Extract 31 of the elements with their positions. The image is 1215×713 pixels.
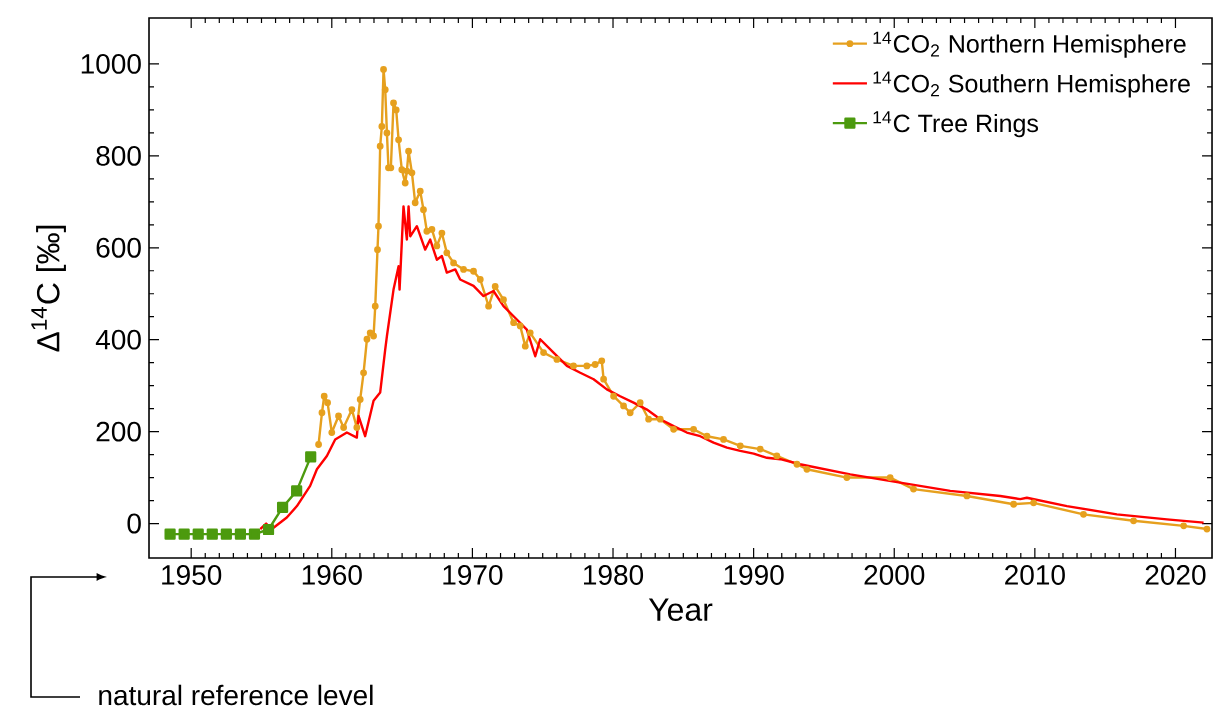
point — [262, 523, 275, 536]
y-tick-label: 800 — [96, 145, 141, 166]
legend-label: $^{14}$CO$_{2}$ Northern Hemisphere — [873, 31, 1186, 58]
y-tick-label: 400 — [95, 329, 141, 350]
x-tick-label: 1980 — [584, 565, 644, 585]
text: natural reference level — [99, 684, 373, 706]
legend-label: $^{14}$C Tree Rings — [873, 111, 1039, 138]
x-tick-label: 2010 — [1005, 565, 1065, 585]
point — [164, 528, 176, 540]
point — [206, 528, 218, 540]
x-tick-label: 2000 — [864, 565, 925, 585]
y-axis-title: Δ$^{14}$C [‰] — [31, 225, 66, 352]
y-tick-label: 600 — [96, 237, 141, 258]
x-tick-label: 1960 — [302, 565, 362, 585]
point — [305, 451, 317, 463]
point — [220, 528, 232, 540]
point — [291, 485, 303, 497]
y-tick-label: 1000 — [81, 54, 141, 74]
y-tick-label: 200 — [96, 421, 141, 442]
legend-label: $^{14}$CO$_{2}$ Southern Hemisphere — [873, 71, 1190, 98]
point — [192, 528, 204, 540]
point — [276, 501, 289, 514]
point — [248, 528, 261, 540]
point — [234, 528, 246, 540]
x-tick-label: 1950 — [162, 565, 222, 585]
y-tick-label: 0 — [127, 513, 141, 534]
x-tick-label: 1990 — [724, 565, 784, 585]
point — [178, 528, 190, 540]
x-tick-label: 2020 — [1145, 565, 1206, 585]
x-tick-label: 1970 — [443, 565, 503, 585]
x-axis-title: Year — [648, 598, 713, 621]
